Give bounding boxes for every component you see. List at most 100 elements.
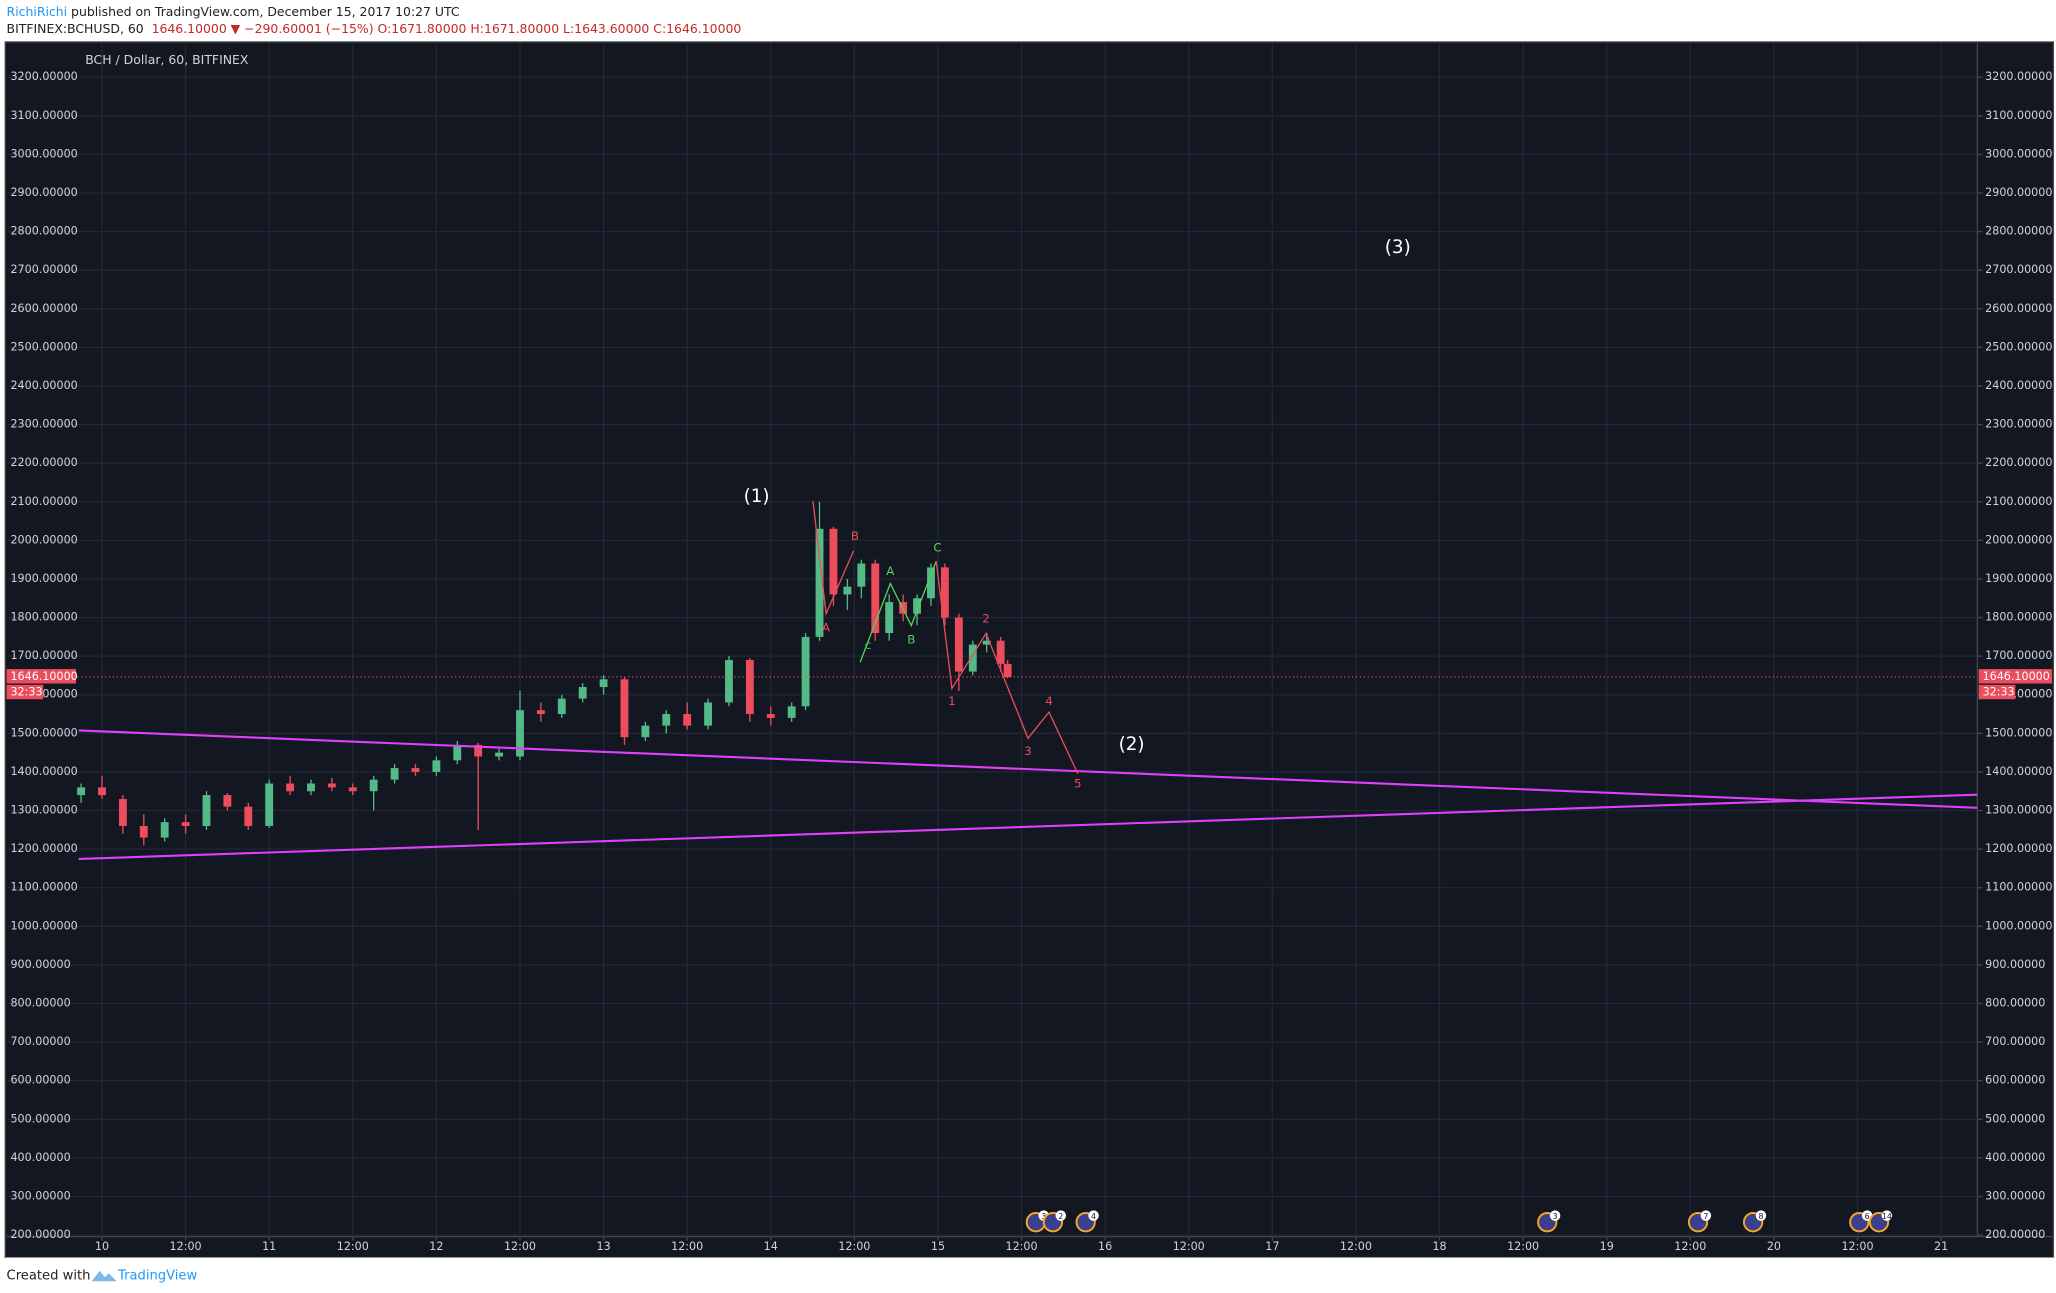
symbol: BITFINEX:BCHUSD, 60 [7, 20, 144, 35]
y-tick-label: 2200.00000 [10, 456, 77, 469]
candle-body [536, 710, 545, 715]
y-tick-label: 800.00000 [10, 997, 70, 1010]
candle-body [940, 567, 949, 618]
x-tick-label: 13 [596, 1240, 610, 1253]
y-tick-label: 200.00000 [1985, 1228, 2045, 1241]
event-count-badge [1881, 1210, 1893, 1221]
trend-lines [78, 729, 1978, 860]
wave-degree-labels: (1) (2) (3) [744, 237, 1411, 755]
candle-body [139, 825, 148, 838]
wave-label: C [865, 641, 871, 652]
y-tick-label: 1100.00000 [10, 881, 77, 894]
last-price-label: 1646.10000 [10, 670, 77, 683]
x-tick-label: 21 [1934, 1240, 1948, 1253]
candle-body [787, 706, 796, 718]
x-tick-label: 19 [1600, 1240, 1614, 1253]
wave-label: 5 [1074, 777, 1082, 791]
event-count: 3 [1041, 1212, 1046, 1221]
y-tick-label: 1700.00000 [10, 649, 77, 662]
y-tick-label: 2600.00000 [1985, 302, 2052, 315]
wave-label: B [851, 529, 859, 543]
y-tick-label: 900.00000 [1985, 958, 2045, 971]
trend-line [78, 793, 1978, 860]
y-tick-label: 300.00000 [10, 1189, 70, 1202]
x-tick-label: 12:00 [671, 1240, 703, 1253]
trend-line [78, 729, 1978, 809]
x-tick-label: 12:00 [337, 1240, 369, 1253]
y-tick-label: 3100.00000 [10, 109, 77, 122]
y-tick-label: 1400.00000 [1985, 765, 2052, 778]
candle-body [885, 602, 894, 633]
y-tick-label: 600.00000 [1985, 1074, 2045, 1087]
candle-body [77, 787, 86, 796]
footer-created: Created with [7, 1268, 91, 1283]
y-tick-label: 1800.00000 [1985, 611, 2052, 624]
event-count: 6 [1865, 1212, 1870, 1221]
y-tick-label: 1000.00000 [10, 919, 77, 932]
y-tick-label: 2900.00000 [10, 186, 77, 199]
candles: 1646.10000 32:33 1646.10000 32:33 [6, 501, 2053, 846]
y-tick-label: 2700.00000 [1985, 263, 2052, 276]
candle-body [307, 783, 315, 792]
y-tick-label: 3000.00000 [10, 147, 77, 160]
y-tick-label: 1200.00000 [10, 842, 77, 855]
y-tick-label: 3000.00000 [1985, 147, 2052, 160]
candle-body [244, 806, 253, 826]
wave-label: (2) [1119, 734, 1145, 755]
author[interactable]: RichiRichi [7, 3, 68, 18]
candle-body [181, 822, 190, 826]
candle-body [620, 679, 629, 738]
event-count-badge [1055, 1210, 1067, 1221]
candle-body [432, 760, 441, 772]
x-tick-label: 15 [931, 1240, 945, 1253]
candle-body [871, 563, 880, 633]
candle-body [495, 752, 504, 757]
candle-body [968, 644, 977, 672]
x-tick-label: 11 [262, 1240, 276, 1253]
event-count-badge [1700, 1210, 1712, 1221]
red-wave-labels: A B 1 2 3 4 5 [822, 529, 1082, 791]
candle-body [578, 687, 587, 699]
footer-brand[interactable]: TradingView [117, 1268, 197, 1283]
last-price-box [6, 669, 77, 684]
wave-label: 3 [1024, 744, 1032, 758]
wave-label: (3) [1385, 237, 1411, 258]
x-tick-label: 12:00 [1340, 1240, 1372, 1253]
event-count-badge [1088, 1210, 1099, 1221]
candle-body [829, 528, 838, 595]
x-tick-label: 10 [95, 1240, 109, 1253]
wave-path [935, 561, 1079, 774]
chart-panel [4, 41, 2055, 1259]
ohlc-low: L:1643.60000 [563, 20, 649, 35]
y-tick-label: 1300.00000 [1985, 804, 2052, 817]
wave-label: B [907, 632, 915, 646]
event-count: 8 [1758, 1212, 1763, 1221]
y-tick-label: 1700.00000 [1985, 649, 2052, 662]
candle-body [160, 822, 169, 838]
green-wave-labels: C A B C [865, 541, 942, 652]
candle-body [223, 795, 232, 807]
x-tick-label: 12:00 [1674, 1240, 1706, 1253]
wave-path [812, 500, 855, 617]
candle-body [662, 714, 671, 726]
y-tick-label: 500.00000 [1985, 1112, 2045, 1125]
candle-body [557, 698, 566, 715]
y-tick-label: 800.00000 [1985, 997, 2045, 1010]
price: 1646.10000 [152, 20, 227, 35]
countdown-label: 32:33 [10, 686, 42, 699]
event-count-badge [1549, 1210, 1561, 1221]
y-tick-label: 1900.00000 [10, 572, 77, 585]
candle-body [683, 714, 692, 726]
y-tick-label: 2600.00000 [10, 302, 77, 315]
y-tick-label: 2000.00000 [10, 533, 77, 546]
event-count: 7 [1703, 1212, 1708, 1221]
tradingview-logo [91, 1270, 117, 1282]
y-tick-label: 2700.00000 [10, 263, 77, 276]
x-tick-label: 12:00 [1173, 1240, 1205, 1253]
y-tick-label: 700.00000 [10, 1035, 70, 1048]
candle-body [118, 798, 127, 826]
candle-body [369, 779, 378, 792]
wave-label: 1 [948, 694, 956, 708]
candle-body [996, 640, 1005, 664]
